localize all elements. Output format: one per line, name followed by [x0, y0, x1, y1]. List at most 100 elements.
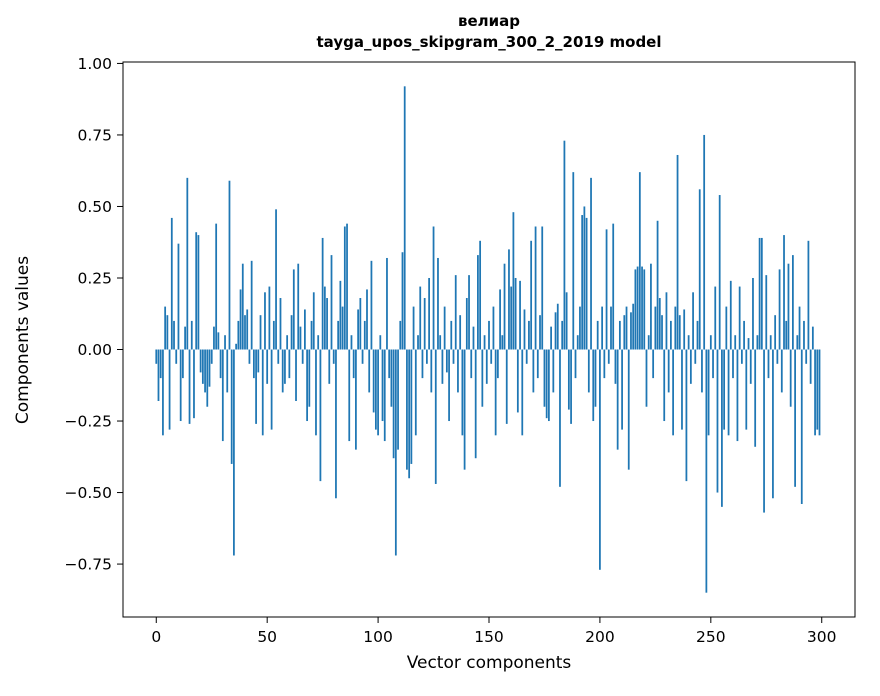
bar	[394, 349, 397, 556]
bar	[434, 349, 437, 484]
bar	[477, 255, 479, 350]
bar	[596, 320, 599, 350]
bar	[261, 349, 264, 436]
bar	[321, 237, 324, 350]
bar	[510, 286, 513, 350]
bar	[430, 349, 433, 393]
chart-title: велиар	[458, 12, 520, 30]
bar	[650, 263, 652, 350]
bar	[190, 320, 193, 350]
bar	[550, 326, 552, 350]
bar	[272, 320, 275, 350]
bar	[304, 309, 306, 350]
bar	[188, 349, 191, 424]
bar	[736, 349, 739, 442]
bar	[745, 349, 748, 430]
bar	[439, 335, 442, 350]
bar	[426, 349, 428, 364]
bar	[798, 306, 801, 350]
bar	[567, 349, 570, 410]
bar	[548, 349, 550, 422]
bar	[210, 349, 213, 364]
bar	[519, 280, 521, 350]
bar	[530, 240, 533, 350]
bar	[461, 349, 464, 436]
y-tick-label: −0.50	[65, 484, 113, 502]
bar	[288, 349, 291, 379]
bar	[559, 349, 561, 487]
bar	[390, 349, 393, 407]
x-tick-label: 0	[151, 628, 161, 646]
bar	[683, 309, 686, 350]
bar	[348, 349, 351, 442]
bar	[350, 335, 353, 350]
bar	[292, 269, 295, 350]
bar	[317, 335, 320, 350]
bar	[570, 349, 572, 424]
bar	[661, 315, 663, 350]
bar	[769, 335, 772, 350]
bar	[612, 223, 615, 350]
bar	[332, 349, 335, 364]
bar	[556, 303, 559, 350]
bar	[270, 349, 273, 430]
bar	[383, 349, 386, 442]
bar	[534, 226, 537, 350]
bar	[463, 349, 466, 470]
bar	[800, 349, 803, 504]
bar	[656, 220, 659, 350]
bar	[468, 275, 470, 350]
bar	[638, 172, 641, 350]
bar	[785, 320, 788, 350]
bar	[698, 189, 701, 350]
y-tick-label: 1.00	[77, 55, 112, 73]
bar	[610, 306, 612, 350]
bar	[685, 349, 688, 482]
bar	[193, 349, 195, 419]
bar	[603, 349, 606, 379]
bar	[481, 349, 484, 407]
bar	[326, 298, 328, 350]
bar	[182, 349, 184, 379]
bar	[667, 349, 670, 393]
bar	[618, 320, 621, 350]
bar	[701, 349, 703, 393]
bar	[173, 320, 175, 350]
bar	[488, 320, 490, 350]
bar	[363, 320, 366, 350]
bar	[268, 286, 271, 350]
bar	[705, 349, 708, 593]
bar	[581, 215, 584, 350]
bar	[485, 349, 488, 384]
bar	[379, 335, 382, 350]
bar	[184, 326, 186, 350]
bar	[343, 226, 346, 350]
bar	[712, 349, 714, 379]
bar	[408, 349, 411, 479]
bar	[721, 349, 723, 507]
bar	[312, 292, 315, 350]
bar	[681, 349, 683, 430]
bar	[295, 349, 297, 401]
bar	[472, 326, 475, 350]
bar	[459, 315, 462, 350]
y-tick-label: −0.75	[65, 556, 113, 574]
bar	[767, 349, 770, 379]
bar	[199, 349, 202, 373]
x-tick-label: 200	[585, 628, 615, 646]
bar	[392, 349, 395, 459]
bar	[765, 275, 768, 350]
bar	[643, 269, 646, 350]
bar	[725, 306, 728, 350]
bar	[441, 349, 444, 384]
bar	[219, 349, 222, 379]
bar	[359, 298, 362, 350]
bar	[301, 349, 304, 364]
bar	[355, 349, 357, 450]
bar	[452, 349, 455, 364]
bar	[175, 349, 178, 364]
bar	[206, 349, 209, 407]
bar	[541, 226, 544, 350]
bar	[197, 235, 200, 350]
bar	[337, 320, 340, 350]
